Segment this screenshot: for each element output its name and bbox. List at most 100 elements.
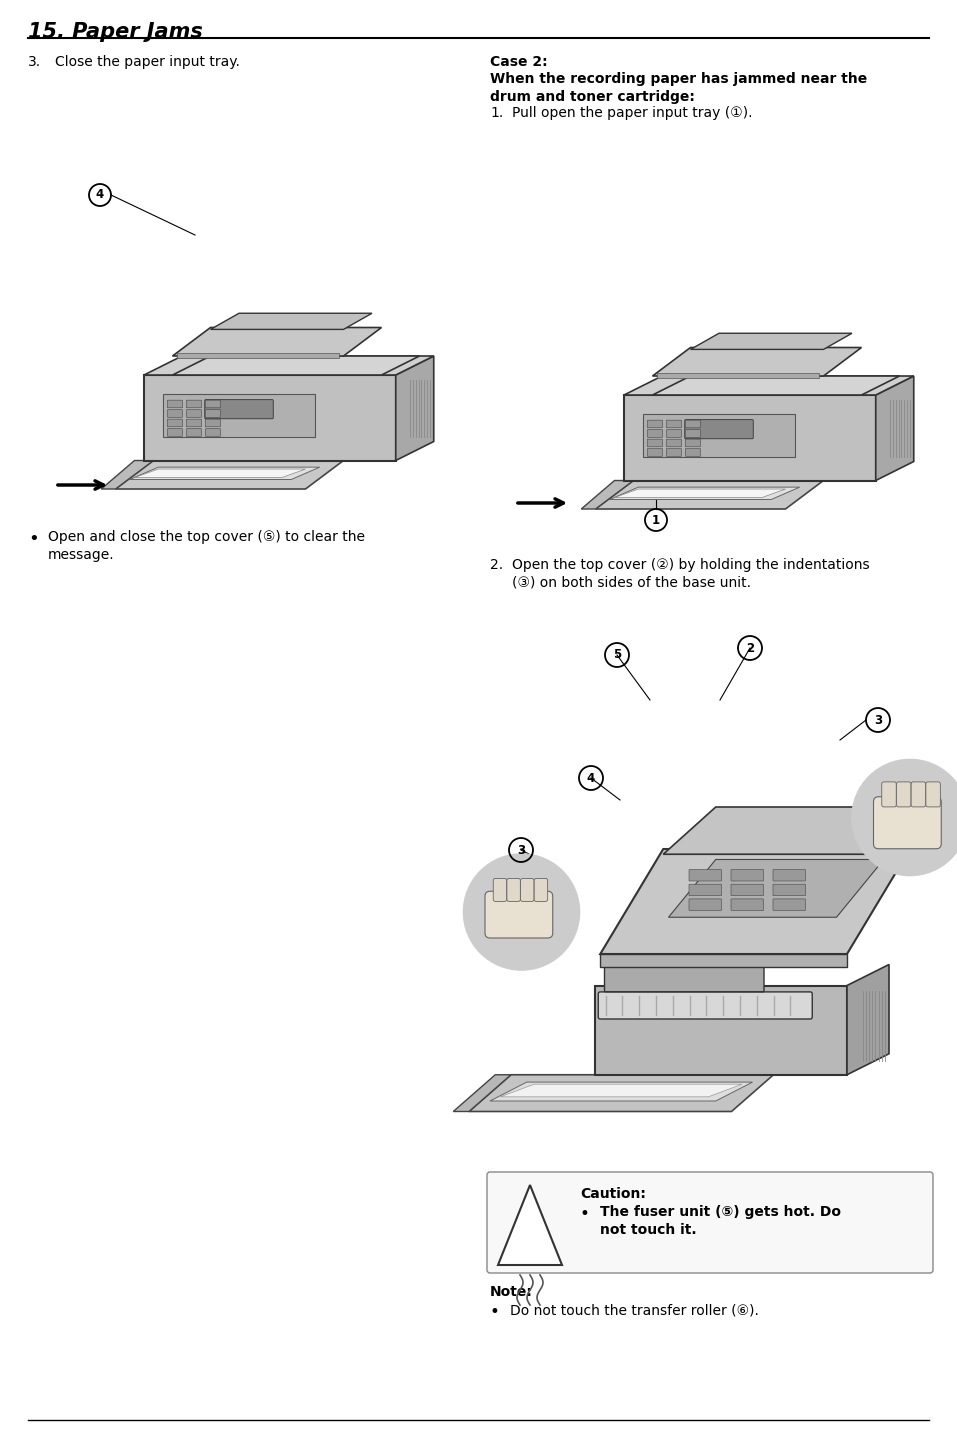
FancyBboxPatch shape — [167, 419, 183, 427]
FancyBboxPatch shape — [507, 879, 521, 902]
FancyBboxPatch shape — [731, 885, 764, 896]
FancyBboxPatch shape — [605, 958, 764, 991]
Text: Case 2:: Case 2: — [490, 55, 547, 69]
FancyBboxPatch shape — [881, 782, 897, 807]
Text: Close the paper input tray.: Close the paper input tray. — [55, 55, 240, 69]
Polygon shape — [396, 356, 434, 461]
Text: •: • — [490, 1303, 500, 1321]
FancyBboxPatch shape — [187, 409, 202, 418]
FancyBboxPatch shape — [773, 899, 806, 911]
Circle shape — [464, 855, 579, 970]
Polygon shape — [581, 480, 634, 509]
Polygon shape — [490, 1082, 752, 1101]
FancyBboxPatch shape — [897, 782, 911, 807]
FancyBboxPatch shape — [534, 879, 547, 902]
Text: 2.: 2. — [490, 558, 503, 572]
FancyBboxPatch shape — [647, 421, 662, 428]
FancyBboxPatch shape — [666, 448, 681, 457]
FancyBboxPatch shape — [598, 991, 812, 1019]
FancyBboxPatch shape — [773, 869, 806, 880]
Text: 3.: 3. — [28, 55, 41, 69]
FancyBboxPatch shape — [177, 353, 339, 357]
Text: 15. Paper Jams: 15. Paper Jams — [28, 22, 203, 42]
Polygon shape — [876, 376, 914, 480]
Text: drum and toner cartridge:: drum and toner cartridge: — [490, 89, 695, 104]
FancyBboxPatch shape — [487, 1172, 933, 1272]
Polygon shape — [653, 347, 861, 376]
FancyBboxPatch shape — [657, 373, 819, 378]
Polygon shape — [610, 487, 800, 500]
FancyBboxPatch shape — [493, 879, 506, 902]
FancyBboxPatch shape — [731, 869, 764, 880]
Polygon shape — [211, 313, 372, 330]
Polygon shape — [469, 1075, 773, 1111]
Circle shape — [853, 759, 957, 875]
Polygon shape — [172, 356, 419, 375]
FancyBboxPatch shape — [666, 429, 681, 437]
Polygon shape — [144, 356, 434, 375]
Text: Pull open the paper input tray (①).: Pull open the paper input tray (①). — [512, 107, 752, 120]
FancyBboxPatch shape — [685, 421, 701, 428]
Polygon shape — [691, 333, 852, 349]
Polygon shape — [501, 1084, 742, 1097]
Text: 3: 3 — [874, 713, 882, 726]
FancyBboxPatch shape — [187, 419, 202, 427]
Polygon shape — [669, 859, 883, 918]
FancyBboxPatch shape — [205, 419, 220, 427]
Polygon shape — [454, 1075, 511, 1111]
Polygon shape — [653, 376, 900, 395]
FancyBboxPatch shape — [647, 448, 662, 457]
Text: 5: 5 — [612, 648, 621, 661]
FancyBboxPatch shape — [30, 71, 440, 510]
Text: 2: 2 — [746, 641, 754, 654]
FancyBboxPatch shape — [647, 440, 662, 447]
FancyBboxPatch shape — [167, 401, 183, 408]
FancyBboxPatch shape — [187, 401, 202, 408]
FancyBboxPatch shape — [666, 440, 681, 447]
Polygon shape — [101, 461, 153, 488]
Text: The fuser unit (⑤) gets hot. Do: The fuser unit (⑤) gets hot. Do — [600, 1205, 841, 1219]
FancyBboxPatch shape — [689, 885, 722, 896]
FancyBboxPatch shape — [685, 440, 701, 447]
Polygon shape — [116, 461, 344, 488]
Text: Do not touch the transfer roller (⑥).: Do not touch the transfer roller (⑥). — [510, 1303, 759, 1317]
Text: Note:: Note: — [490, 1285, 533, 1298]
Text: 4: 4 — [587, 771, 595, 784]
Polygon shape — [144, 375, 396, 461]
Text: 1.: 1. — [490, 107, 503, 120]
FancyBboxPatch shape — [485, 891, 553, 938]
Text: (③) on both sides of the base unit.: (③) on both sides of the base unit. — [512, 576, 751, 589]
Polygon shape — [643, 414, 795, 457]
FancyBboxPatch shape — [689, 869, 722, 880]
Text: Open the top cover (②) by holding the indentations: Open the top cover (②) by holding the in… — [512, 558, 870, 572]
Text: 3: 3 — [517, 843, 525, 856]
Text: message.: message. — [48, 548, 115, 562]
FancyBboxPatch shape — [205, 409, 220, 418]
Polygon shape — [130, 467, 320, 480]
Text: 1: 1 — [652, 513, 660, 526]
Text: not touch it.: not touch it. — [600, 1223, 697, 1236]
FancyBboxPatch shape — [205, 399, 274, 419]
Polygon shape — [847, 964, 889, 1075]
FancyBboxPatch shape — [647, 429, 662, 437]
Polygon shape — [600, 849, 910, 954]
FancyBboxPatch shape — [685, 429, 701, 437]
Text: •: • — [28, 530, 38, 548]
Polygon shape — [663, 807, 921, 855]
Polygon shape — [135, 470, 305, 477]
FancyBboxPatch shape — [773, 885, 806, 896]
FancyBboxPatch shape — [666, 421, 681, 428]
Polygon shape — [624, 376, 914, 395]
Polygon shape — [614, 488, 786, 497]
Text: When the recording paper has jammed near the: When the recording paper has jammed near… — [490, 72, 867, 86]
Polygon shape — [498, 1185, 562, 1265]
FancyBboxPatch shape — [925, 782, 941, 807]
FancyBboxPatch shape — [187, 428, 202, 437]
Polygon shape — [172, 327, 382, 356]
Text: 4: 4 — [96, 189, 104, 202]
Polygon shape — [163, 393, 315, 437]
FancyBboxPatch shape — [205, 428, 220, 437]
FancyBboxPatch shape — [205, 401, 220, 408]
FancyBboxPatch shape — [731, 899, 764, 911]
Text: •: • — [580, 1205, 590, 1223]
